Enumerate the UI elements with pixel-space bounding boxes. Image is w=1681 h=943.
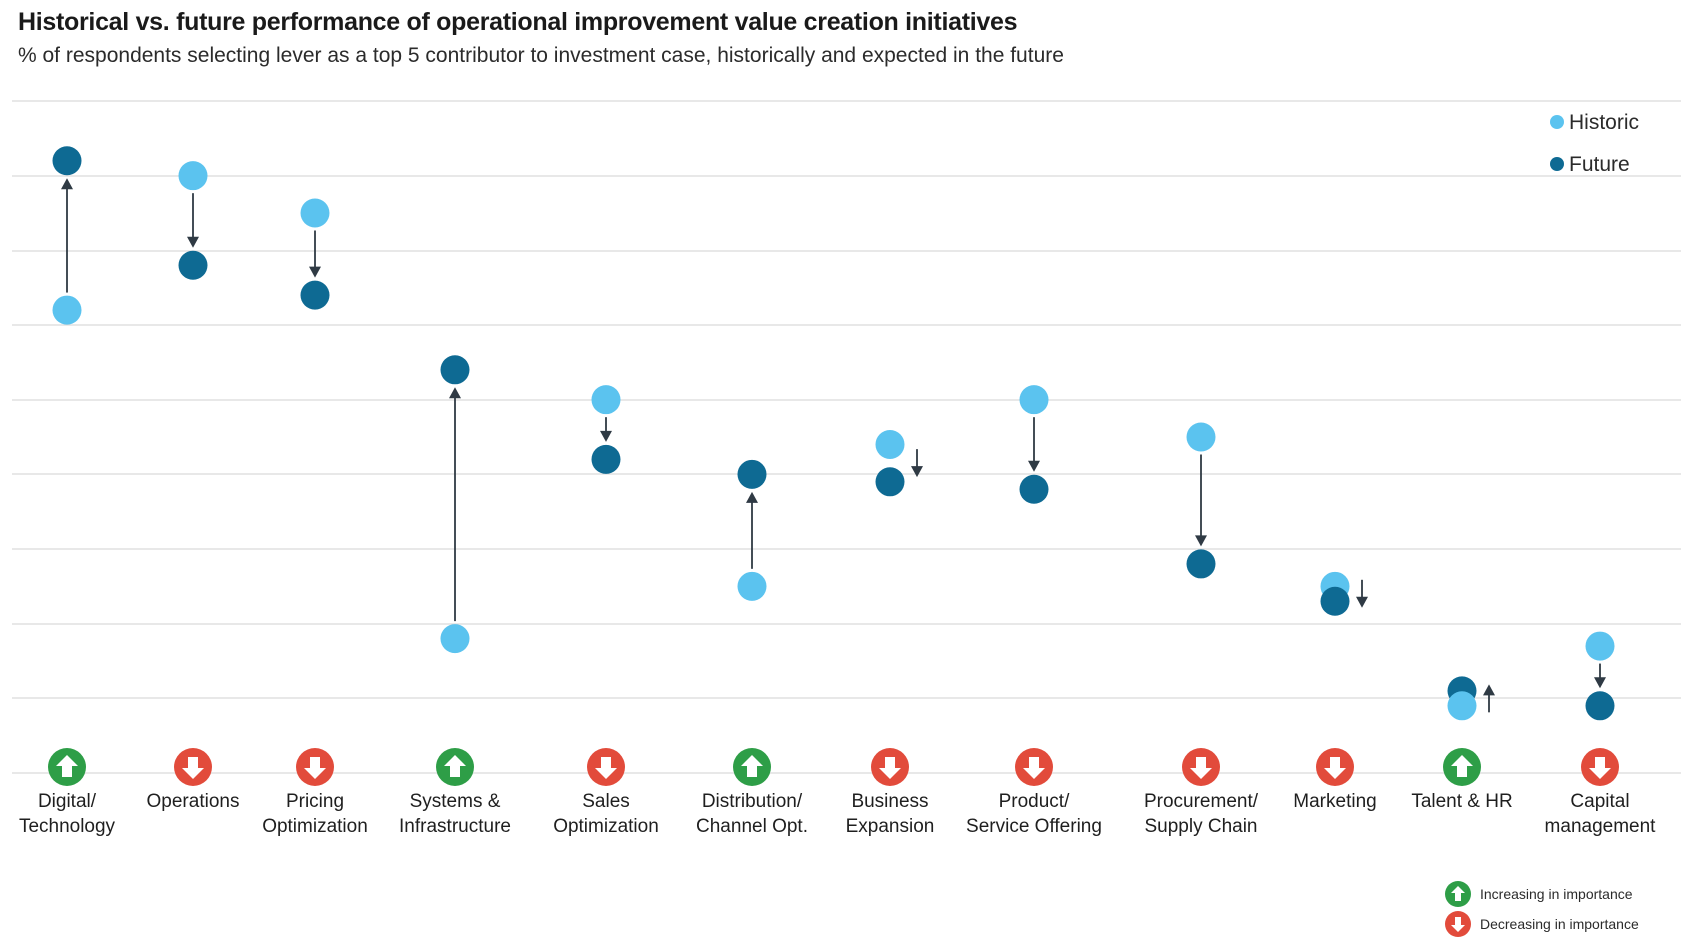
cat-6-label: Business Expansion (846, 791, 935, 837)
cat-2-arrow-head (309, 266, 321, 278)
cat-0-up-glyph (56, 755, 78, 777)
legend-historic-swatch (1550, 115, 1564, 129)
cat-6-future-dot (875, 467, 905, 497)
cat-0-arrow-head (61, 178, 73, 190)
status-legend-up-label: Increasing in importance (1480, 886, 1633, 902)
cat-5-up-glyph (741, 755, 763, 777)
cat-7-historic-dot (1019, 385, 1049, 415)
cat-5-arrow-head (746, 491, 758, 503)
cat-4-label: Sales Optimization (553, 791, 659, 837)
cat-10-historic-dot (1447, 691, 1477, 721)
cat-8-label: Procurement/Supply Chain (1144, 791, 1259, 837)
cat-3-historic-dot (440, 624, 470, 654)
cat-3-label: Systems & Infrastructure (399, 791, 511, 837)
cat-2-historic-dot (300, 198, 330, 228)
cat-11-label: Capital management (1545, 791, 1657, 837)
cat-4-future-dot (591, 444, 621, 474)
cat-7-label: Product/Service Offering (966, 791, 1102, 837)
cat-3-arrow-head (449, 387, 461, 399)
cat-2-label: Pricing Optimization (262, 791, 368, 837)
cat-1-historic-dot (178, 161, 208, 191)
status-legend-down-label: Decreasing in importance (1480, 916, 1639, 932)
cat-11-future-dot (1585, 691, 1615, 721)
cat-2-down-glyph (304, 757, 326, 779)
cat-0-label: Digital/Technology (19, 791, 116, 837)
cat-2-future-dot (300, 280, 330, 310)
chart-title: Historical vs. future performance of ope… (18, 8, 1018, 36)
legend-historic-label: Historic (1569, 111, 1639, 134)
legend-future-label: Future (1569, 153, 1630, 176)
cat-11-arrow-head (1594, 677, 1606, 689)
cat-3-future-dot (440, 355, 470, 385)
cat-8-down-glyph (1190, 757, 1212, 779)
cat-1-future-dot (178, 250, 208, 280)
cat-8-historic-dot (1186, 422, 1216, 452)
cat-6-arrow-head (911, 466, 923, 478)
cat-7-future-dot (1019, 474, 1049, 504)
cat-6-historic-dot (875, 429, 905, 459)
cat-11-historic-dot (1585, 631, 1615, 661)
cat-8-future-dot (1186, 549, 1216, 579)
cat-10-arrow-head (1483, 684, 1495, 696)
cat-5-label: Distribution/Channel Opt. (696, 791, 808, 837)
cat-7-down-glyph (1023, 757, 1045, 779)
cat-8-arrow-head (1195, 535, 1207, 547)
chart-subtitle: % of respondents selecting lever as a to… (18, 44, 1064, 67)
cat-1-down-glyph (182, 757, 204, 779)
cat-6-down-glyph (879, 757, 901, 779)
cat-9-down-glyph (1324, 757, 1346, 779)
cat-5-historic-dot (737, 571, 767, 601)
cat-9-future-dot (1320, 586, 1350, 616)
cat-10-label: Talent & HR (1411, 791, 1512, 812)
cat-3-up-glyph (444, 755, 466, 777)
cat-5-future-dot (737, 459, 767, 489)
cat-11-down-glyph (1589, 757, 1611, 779)
cat-7-arrow-head (1028, 460, 1040, 472)
cat-0-historic-dot (52, 295, 82, 325)
cat-1-label: Operations (147, 791, 240, 812)
cat-4-down-glyph (595, 757, 617, 779)
cat-4-historic-dot (591, 385, 621, 415)
legend-future-swatch (1550, 157, 1564, 171)
status-legend-up-icon-glyph (1451, 886, 1465, 901)
cat-0-future-dot (52, 146, 82, 176)
cat-9-arrow-head (1356, 596, 1368, 608)
cat-1-arrow-head (187, 236, 199, 248)
cat-10-up-glyph (1451, 755, 1473, 777)
status-legend-down-icon-glyph (1451, 917, 1465, 932)
cat-4-arrow-head (600, 430, 612, 442)
cat-9-label: Marketing (1293, 791, 1376, 812)
